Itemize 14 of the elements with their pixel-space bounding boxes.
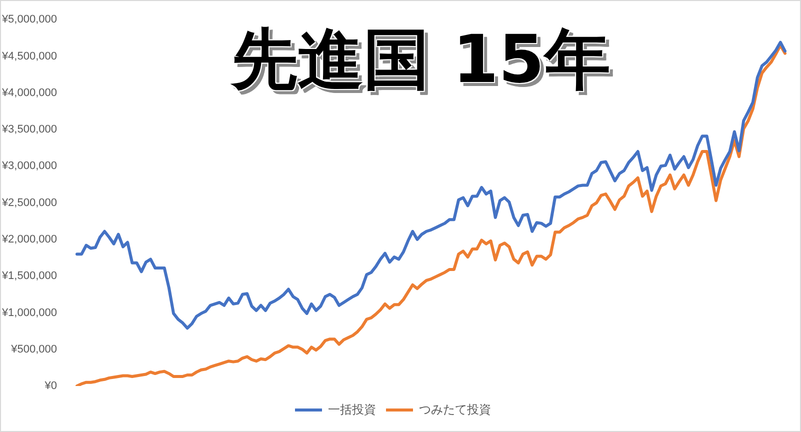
y-tick-label: ¥4,000,000 <box>0 86 57 99</box>
y-tick-label: ¥500,000 <box>10 343 57 356</box>
chart-title: 先進国 15年 <box>232 21 610 98</box>
legend-label: 一括投資 <box>328 402 376 416</box>
y-tick-label: ¥2,500,000 <box>0 196 57 209</box>
y-tick-label: ¥3,000,000 <box>0 160 57 172</box>
legend-label: つみたて投資 <box>419 402 491 416</box>
y-tick-label: ¥1,500,000 <box>0 270 57 282</box>
y-tick-label: ¥3,500,000 <box>0 124 57 136</box>
y-tick-label: ¥1,000,000 <box>0 306 57 319</box>
y-tick-label: ¥4,500,000 <box>0 50 57 62</box>
y-tick-label: ¥5,000,000 <box>0 14 57 26</box>
y-tick-label: ¥2,000,000 <box>0 233 57 246</box>
y-tick-label: ¥0 <box>44 380 57 392</box>
